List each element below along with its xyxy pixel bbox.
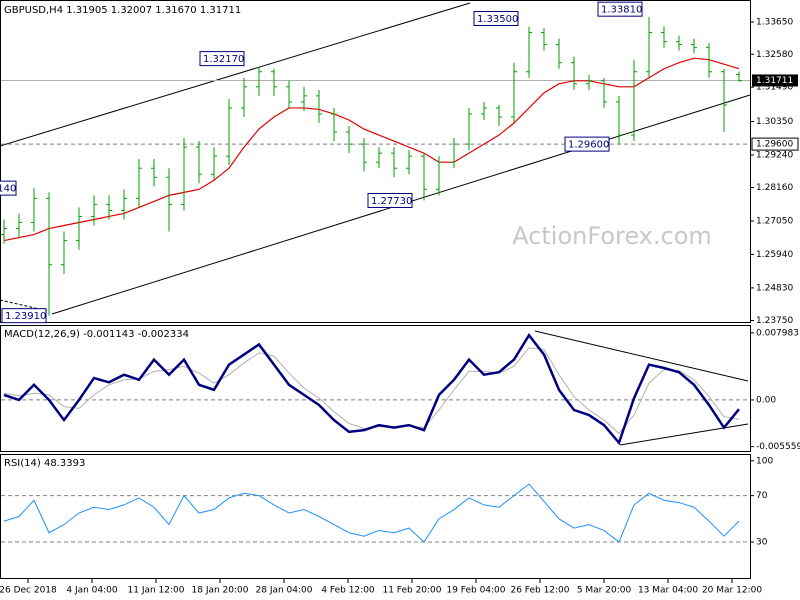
annotation-label: 1.29600 <box>568 140 609 151</box>
x-tick-label: 13 Mar 04:00 <box>638 586 698 596</box>
y-tick-label: 1.27050 <box>756 216 793 226</box>
ma-line <box>3 57 740 242</box>
level-label: 1.29600 <box>756 140 793 150</box>
y-tick-label: 30 <box>756 538 768 548</box>
rsi-title: RSI(14) 48.3393 <box>4 458 85 469</box>
annotation-box <box>199 51 245 67</box>
last-price-box <box>752 74 798 87</box>
y-tick-label: 1.24830 <box>756 283 793 293</box>
channel-line <box>0 2 471 147</box>
y-tick-label: 70 <box>756 491 768 501</box>
last-price-label: 1.31711 <box>756 76 793 86</box>
y-tick-label: -0.005559 <box>756 442 800 452</box>
annotation-box <box>367 192 413 208</box>
x-tick-label: 11 Feb 20:00 <box>382 586 441 596</box>
x-tick-label: 4 Feb 12:00 <box>321 586 375 596</box>
macd-frame <box>0 325 751 452</box>
macd-line <box>3 333 740 446</box>
y-tick-label: 1.33650 <box>756 17 793 27</box>
y-tick-label: 1.32580 <box>756 50 793 60</box>
y-tick-label: 1.30350 <box>756 117 793 127</box>
annotation-label: 1.23910 <box>5 311 46 322</box>
annotation-box <box>1 308 47 324</box>
x-tick-label: 19 Feb 04:00 <box>446 586 505 596</box>
y-tick-label: 1.25940 <box>756 250 793 260</box>
x-tick-label: 28 Jan 04:00 <box>256 586 313 596</box>
chart-title: GBPUSD,H4 1.31905 1.32007 1.31670 1.3171… <box>4 5 241 16</box>
y-tick-label: 1.28160 <box>756 183 793 193</box>
annotation-box <box>473 11 519 27</box>
x-tick-label: 26 Dec 2018 <box>0 586 57 596</box>
annotation-label: 1.32170 <box>203 54 244 65</box>
x-tick-label: 20 Mar 12:00 <box>702 586 762 596</box>
y-tick-label: 1.31490 <box>756 83 793 93</box>
x-tick-label: 11 Jan 12:00 <box>128 586 185 596</box>
macd-trend-line <box>619 423 749 446</box>
y-tick-label: 1.29240 <box>756 150 793 160</box>
macd-trend-line <box>534 330 749 382</box>
rsi-line <box>3 483 740 543</box>
watermark: ActionForex.com <box>512 222 712 250</box>
macd-title: MACD(12,26,9) -0.001143 -0.002334 <box>4 329 189 340</box>
annotation-label: 1.33810 <box>601 5 642 16</box>
annotation-box <box>597 1 643 17</box>
y-tick-label: 100 <box>756 456 773 466</box>
x-tick-label: 18 Jan 20:00 <box>192 586 249 596</box>
rsi-frame <box>0 454 751 579</box>
y-tick-label: 0.00 <box>756 395 776 405</box>
annotation-box <box>0 180 17 196</box>
y-tick-label: 1.23750 <box>756 316 793 326</box>
x-tick-label: 5 Mar 20:00 <box>577 586 632 596</box>
signal-line <box>3 347 740 435</box>
main-frame <box>0 0 751 323</box>
level-box <box>751 137 799 151</box>
y-tick-label: 0.007983 <box>756 328 799 338</box>
annotation-label: 1.28140 <box>0 184 16 195</box>
annotation-label: 1.33500 <box>477 14 518 25</box>
annotation-label: 1.27730 <box>371 196 412 207</box>
x-tick-label: 4 Jan 04:00 <box>66 586 118 596</box>
x-tick-label: 26 Feb 12:00 <box>510 586 569 596</box>
annotation-box <box>564 136 610 152</box>
